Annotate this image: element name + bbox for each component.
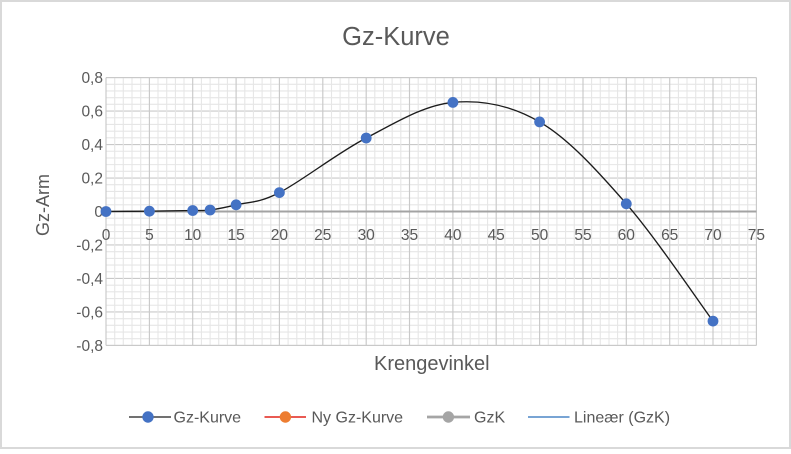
svg-text:Gz-Kurve: Gz-Kurve xyxy=(342,23,450,51)
svg-text:Gz-Arm: Gz-Arm xyxy=(33,174,53,236)
svg-text:15: 15 xyxy=(227,227,244,244)
svg-text:Gz-Kurve: Gz-Kurve xyxy=(174,410,242,427)
svg-text:55: 55 xyxy=(574,227,591,244)
svg-text:-0,2: -0,2 xyxy=(76,238,103,255)
svg-text:0,6: 0,6 xyxy=(81,104,103,121)
svg-text:GzK: GzK xyxy=(474,410,505,427)
svg-text:25: 25 xyxy=(314,227,331,244)
svg-text:75: 75 xyxy=(748,227,765,244)
svg-text:0,2: 0,2 xyxy=(81,171,103,188)
svg-text:-0,8: -0,8 xyxy=(76,338,103,355)
svg-text:Krengevinkel: Krengevinkel xyxy=(374,353,490,375)
svg-text:0: 0 xyxy=(102,227,111,244)
svg-text:Ny Gz-Kurve: Ny Gz-Kurve xyxy=(312,410,404,427)
svg-text:10: 10 xyxy=(184,227,202,244)
svg-text:20: 20 xyxy=(271,227,289,244)
svg-text:40: 40 xyxy=(444,227,462,244)
svg-text:35: 35 xyxy=(401,227,418,244)
svg-text:0,8: 0,8 xyxy=(81,70,103,87)
svg-text:-0,6: -0,6 xyxy=(76,305,103,322)
svg-text:60: 60 xyxy=(618,227,636,244)
svg-text:0: 0 xyxy=(94,204,103,221)
svg-text:50: 50 xyxy=(531,227,549,244)
svg-text:65: 65 xyxy=(661,227,678,244)
svg-text:-0,4: -0,4 xyxy=(76,271,103,288)
svg-text:30: 30 xyxy=(358,227,376,244)
svg-text:5: 5 xyxy=(145,227,154,244)
svg-text:Lineær (GzK): Lineær (GzK) xyxy=(574,410,670,427)
svg-text:45: 45 xyxy=(488,227,505,244)
svg-text:0,4: 0,4 xyxy=(81,137,103,154)
svg-text:70: 70 xyxy=(704,227,722,244)
